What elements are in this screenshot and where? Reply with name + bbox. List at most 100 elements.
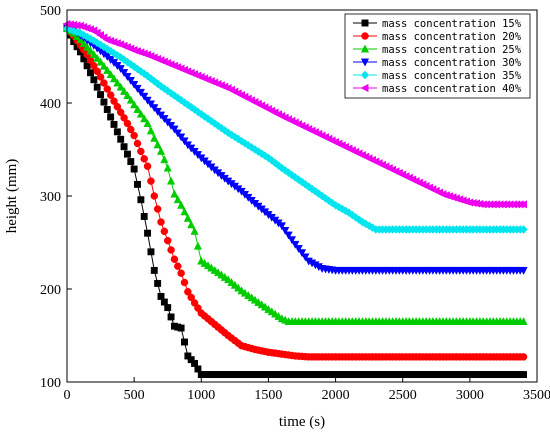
legend-marker [361, 32, 369, 40]
series-marker [163, 163, 172, 172]
series-marker [109, 74, 119, 83]
y-tick-label: 100 [40, 376, 61, 391]
series-marker [519, 225, 528, 234]
series-marker [267, 156, 276, 165]
series-marker [133, 139, 142, 148]
series-marker [93, 67, 101, 76]
series-marker [183, 213, 192, 222]
series-2 [63, 24, 528, 361]
series-marker [177, 269, 185, 277]
series-marker [130, 100, 139, 109]
series-marker [123, 119, 132, 128]
series-1 [63, 25, 528, 379]
legend: mass concentration 15%mass concentration… [344, 13, 531, 99]
series-marker [181, 338, 188, 346]
series-5 [62, 24, 528, 234]
series-marker [130, 165, 138, 173]
series-marker [314, 189, 323, 199]
series-marker [317, 191, 327, 201]
series-marker [294, 245, 303, 254]
series-marker [126, 95, 135, 104]
series-marker [291, 173, 300, 182]
series-marker [180, 278, 189, 287]
series-marker [193, 107, 203, 117]
legend-label: mass concentration 35% [382, 70, 522, 82]
series-marker [136, 88, 145, 97]
series-marker [170, 91, 179, 100]
x-tick-label: 1500 [254, 388, 282, 403]
series-marker [116, 82, 125, 91]
series-marker [123, 91, 132, 100]
series-marker [140, 69, 149, 79]
series-marker [170, 255, 179, 263]
series-marker [210, 119, 219, 128]
series-marker [150, 266, 158, 274]
series-marker [177, 133, 186, 142]
series-marker [163, 236, 172, 245]
series-marker [90, 76, 98, 84]
series-marker [117, 135, 125, 143]
series-marker [174, 262, 182, 270]
y-tick-label: 300 [40, 190, 61, 205]
series-marker [90, 62, 98, 70]
series-marker [160, 227, 169, 236]
legend-label: mass concentration 30% [382, 57, 522, 69]
series-marker [97, 91, 105, 99]
series-marker [146, 126, 156, 135]
series-marker [123, 150, 131, 158]
series-marker [153, 140, 162, 149]
series-marker [119, 86, 129, 95]
x-tick-label: 0 [64, 388, 71, 403]
series-marker [107, 113, 115, 121]
series-marker [180, 207, 189, 216]
chart-marks [62, 19, 528, 379]
series-marker [177, 324, 185, 332]
series-marker [100, 79, 108, 87]
series-marker [166, 176, 176, 185]
series-marker [170, 189, 179, 198]
series-marker [294, 175, 303, 185]
series-marker [213, 121, 223, 131]
series-marker [147, 177, 155, 185]
series-marker [167, 246, 175, 254]
series-marker [106, 70, 115, 79]
x-tick-label: 3500 [523, 388, 550, 403]
series-marker [519, 317, 528, 325]
series-marker [190, 226, 199, 235]
series-marker [140, 213, 148, 220]
series-marker [127, 125, 135, 134]
series-marker [113, 128, 121, 136]
series-marker [190, 105, 199, 114]
series-marker [106, 91, 115, 99]
series-marker [119, 69, 129, 78]
series-marker [116, 65, 125, 74]
series-marker [127, 158, 135, 166]
series-marker [137, 147, 145, 156]
series-marker [297, 249, 307, 258]
series-marker [96, 57, 105, 66]
x-tick-label: 1000 [187, 388, 215, 403]
series-marker [140, 114, 149, 123]
x-tick-label: 2000 [322, 388, 350, 403]
series-marker [281, 226, 290, 235]
series-marker [140, 92, 149, 101]
series-marker [99, 61, 109, 70]
series-marker [147, 248, 155, 256]
legend-label: mass concentration 40% [382, 83, 522, 95]
series-marker [217, 123, 226, 133]
series-marker [264, 153, 273, 163]
series-marker [193, 241, 203, 250]
series-marker [163, 86, 172, 96]
series-marker [287, 236, 297, 245]
series-marker [113, 102, 122, 111]
series-marker [93, 53, 102, 62]
axis-ticks: 0 500 1000 1500 2000 2500 3000 3500 100 200 300 400… [40, 4, 550, 403]
series-3 [62, 24, 528, 325]
series-marker [143, 118, 152, 127]
series-marker [126, 76, 135, 85]
series-marker [160, 155, 169, 164]
series-marker [87, 69, 94, 77]
series-marker [134, 180, 141, 188]
series-marker [133, 84, 142, 93]
series-marker [86, 46, 95, 55]
